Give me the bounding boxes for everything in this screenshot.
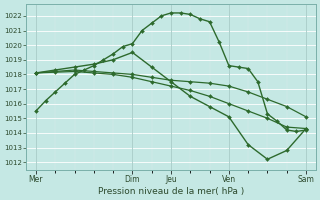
X-axis label: Pression niveau de la mer( hPa ): Pression niveau de la mer( hPa ) bbox=[98, 187, 244, 196]
